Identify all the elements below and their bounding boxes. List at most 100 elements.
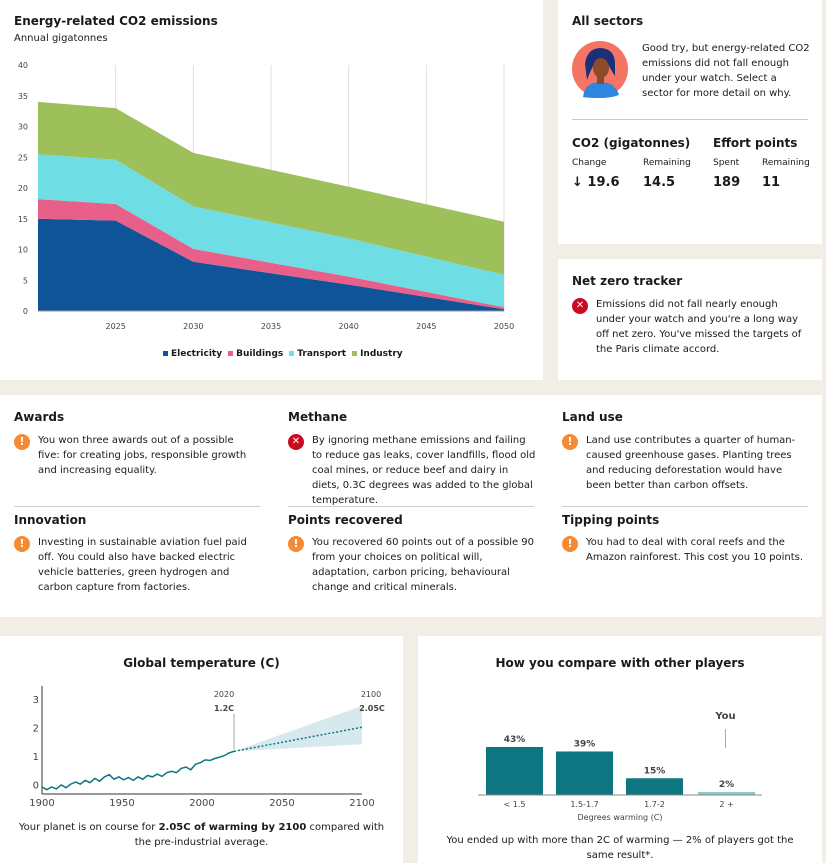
compare-card: How you compare with other players 43% < … <box>418 636 822 863</box>
bar-data-label: 39% <box>574 739 596 749</box>
results-card: Awards ! You won three awards out of a p… <box>0 395 822 617</box>
cross-icon: ✕ <box>572 298 588 314</box>
y-tick-label: 15 <box>18 215 28 224</box>
x-tick-label: 1900 <box>29 798 54 809</box>
remaining-label: Remaining <box>643 158 691 168</box>
warning-icon: ! <box>14 434 30 450</box>
temperature-caption: Your planet is on course for 2.05C of wa… <box>18 822 385 848</box>
y-tick-label: 10 <box>18 246 28 255</box>
y-tick-label: 25 <box>18 153 28 162</box>
x-tick-label: 2045 <box>416 322 436 331</box>
annotation-2020-year: 2020 <box>214 690 234 699</box>
all-sectors-card[interactable]: All sectors Good try, but energy-related… <box>558 0 822 244</box>
cross-icon: ✕ <box>288 434 304 450</box>
y-tick-label: 5 <box>23 276 28 285</box>
net-zero-card: Net zero tracker ✕ Emissions did not fal… <box>558 259 822 380</box>
x-tick-label: 2100 <box>349 798 374 809</box>
result-text: Investing in sustainable aviation fuel p… <box>38 537 247 593</box>
result-title: Innovation <box>14 513 87 527</box>
results-divider <box>562 506 808 507</box>
y-tick-label: 0 <box>33 780 39 791</box>
effort-remaining-label: Remaining <box>762 158 810 168</box>
result-text: By ignoring methane emissions and failin… <box>312 435 536 506</box>
results-divider <box>288 506 534 507</box>
y-tick-label: 3 <box>33 695 39 706</box>
x-tick-label: 2025 <box>105 322 125 331</box>
x-tick-label: 1.5-1.7 <box>570 800 598 809</box>
area-buildings <box>38 199 504 310</box>
legend-transport: Transport <box>289 349 346 359</box>
netzero-title: Net zero tracker <box>572 274 683 288</box>
legend-electricity: Electricity <box>163 349 222 359</box>
co2-heading: CO2 (gigatonnes) <box>572 136 691 150</box>
projection-line <box>233 726 363 753</box>
y-tick-label: 2 <box>33 724 39 735</box>
x-tick-label: 2040 <box>338 322 358 331</box>
result-title: Points recovered <box>288 513 403 527</box>
x-tick-label: < 1.5 <box>504 800 526 809</box>
annotation-2100-value: 2.05C <box>359 704 385 713</box>
warning-icon: ! <box>562 434 578 450</box>
projection-band <box>234 705 362 752</box>
result-text: You recovered 60 points out of a possibl… <box>312 537 535 593</box>
x-tick-label: 1.7-2 <box>644 800 665 809</box>
bar-data-label: 2% <box>719 780 734 790</box>
bar <box>698 792 755 795</box>
x-axis-label: Degrees warming (C) <box>578 813 663 822</box>
x-tick-label: 2050 <box>269 798 294 809</box>
change-label: Change <box>572 158 607 168</box>
result-text: Land use contributes a quarter of human-… <box>586 435 796 491</box>
annotation-2100-year: 2100 <box>361 690 381 699</box>
netzero-text: Emissions did not fall nearly enough und… <box>596 299 802 355</box>
change-value: ↓ 19.6 <box>572 175 620 190</box>
effort-heading: Effort points <box>713 136 798 150</box>
spent-label: Spent <box>713 158 740 168</box>
result-title: Land use <box>562 410 623 424</box>
compare-caption: You ended up with more than 2C of warmin… <box>446 835 794 861</box>
x-tick-label: 2 + <box>719 800 733 809</box>
temperature-chart: 0 1 2 3 1900 1950 2000 2050 2100 2020 1.2C 2100 2.05… <box>29 686 385 809</box>
y-tick-label: 40 <box>18 61 28 70</box>
area-electricity <box>38 218 504 311</box>
area-industry <box>38 101 504 275</box>
y-tick-label: 30 <box>18 123 28 132</box>
result-text: You won three awards out of a possible f… <box>38 435 247 476</box>
emissions-title: Energy-related CO2 emissions <box>14 14 218 28</box>
y-tick-label: 20 <box>18 184 28 193</box>
annotation-2020-value: 1.2C <box>214 704 234 713</box>
y-tick-label: 35 <box>18 92 28 101</box>
avatar <box>572 41 628 98</box>
x-tick-label: 2030 <box>183 322 203 331</box>
warning-icon: ! <box>562 536 578 552</box>
spent-value: 189 <box>713 175 741 190</box>
compare-chart: 43% < 1.5 39% 1.5-1.7 15% 1.7-2 2% 2 + Degrees w… <box>478 711 762 822</box>
y-tick-label: 1 <box>33 752 39 763</box>
warning-icon: ! <box>14 536 30 552</box>
area-transport <box>38 154 504 308</box>
bar <box>486 747 543 795</box>
emissions-card: Energy-related CO2 emissions Annual giga… <box>0 0 543 380</box>
sectors-divider <box>572 119 808 120</box>
legend-industry: Industry <box>352 349 403 359</box>
sectors-title: All sectors <box>572 14 644 28</box>
x-tick-label: 2050 <box>494 322 514 331</box>
bar-data-label: 15% <box>644 766 666 776</box>
emissions-subtitle: Annual gigatonnes <box>14 33 108 44</box>
result-text: You had to deal with coral reefs and the… <box>586 537 804 563</box>
bar <box>556 751 613 795</box>
effort-remaining-value: 11 <box>762 175 781 190</box>
sectors-message: Good try, but energy-related CO2 emissio… <box>642 43 810 99</box>
results-divider <box>14 506 260 507</box>
warning-icon: ! <box>288 536 304 552</box>
x-tick-label: 2000 <box>189 798 214 809</box>
legend-buildings: Buildings <box>228 349 283 359</box>
temperature-card: Global temperature (C) 0 1 2 3 1900 1950 2000 2… <box>0 636 403 863</box>
result-title: Awards <box>14 410 65 424</box>
y-tick-label: 0 <box>23 307 28 316</box>
compare-title: How you compare with other players <box>495 656 745 670</box>
x-tick-label: 2035 <box>261 322 281 331</box>
result-title: Methane <box>288 410 348 424</box>
bar <box>626 778 683 795</box>
temperature-title: Global temperature (C) <box>123 656 280 670</box>
